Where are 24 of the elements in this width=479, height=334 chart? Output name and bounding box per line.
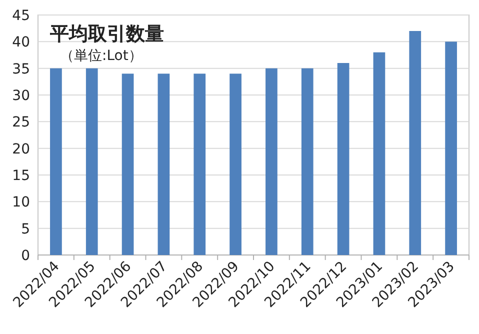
bar bbox=[230, 74, 242, 255]
bar bbox=[50, 68, 62, 255]
bar bbox=[409, 31, 422, 255]
y-tick-label: 5 bbox=[21, 221, 30, 238]
y-tick-label: 35 bbox=[12, 61, 30, 78]
bar bbox=[337, 63, 350, 255]
bar bbox=[122, 74, 134, 255]
y-tick-label: 40 bbox=[12, 34, 30, 51]
bar bbox=[194, 74, 206, 255]
y-tick-label: 15 bbox=[12, 168, 30, 184]
y-tick-label: 20 bbox=[12, 141, 30, 158]
bar bbox=[266, 68, 278, 255]
y-tick-label: 25 bbox=[12, 114, 30, 131]
bar bbox=[373, 52, 386, 255]
y-tick-label: 45 bbox=[12, 8, 30, 24]
y-tick-label: 30 bbox=[12, 88, 30, 104]
text: （単位:Lot） bbox=[60, 48, 142, 64]
bar bbox=[445, 42, 457, 255]
bar bbox=[158, 74, 170, 255]
bar bbox=[301, 68, 314, 255]
y-tick-label: 0 bbox=[21, 248, 30, 264]
bar bbox=[86, 68, 98, 255]
text: 平均取引数量 bbox=[49, 23, 164, 45]
y-tick-label: 10 bbox=[12, 194, 30, 211]
